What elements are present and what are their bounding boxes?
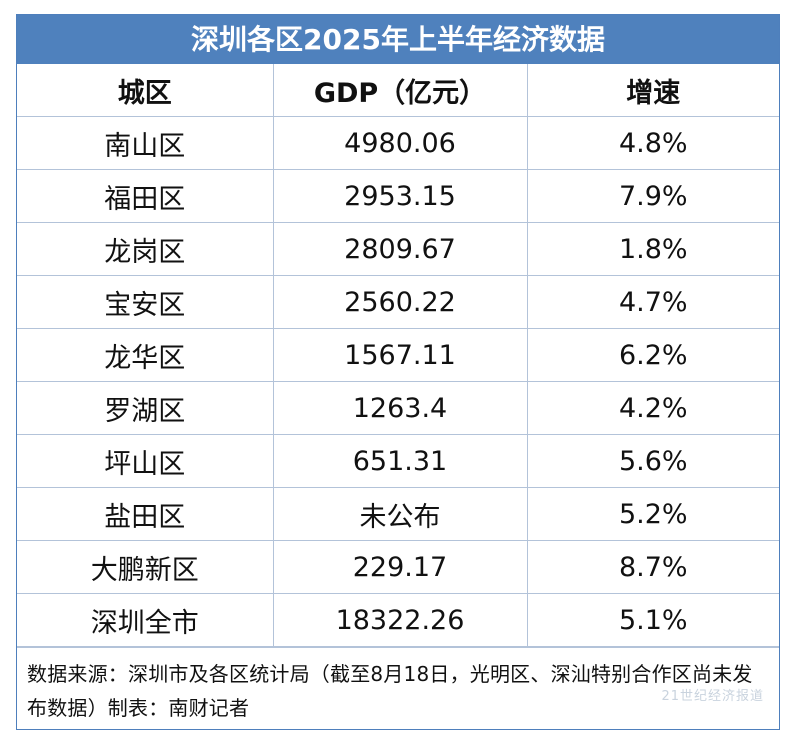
cell-gdp: 2560.22 (272, 275, 528, 329)
cell-growth: 4.8% (526, 116, 779, 170)
cell-district: 盐田区 (17, 487, 274, 541)
header-gdp: GDP（亿元） (272, 64, 528, 117)
cell-growth: 4.7% (526, 275, 779, 329)
gdp-table: 城区 GDP（亿元） 增速 南山区 4980.06 4.8% 福田区 2953.… (17, 64, 779, 647)
table-row: 龙岗区 2809.67 1.8% (17, 222, 779, 276)
table-row: 龙华区 1567.11 6.2% (17, 328, 779, 382)
header-district: 城区 (17, 64, 274, 117)
cell-district: 罗湖区 (17, 381, 274, 435)
table-row: 盐田区 未公布 5.2% (17, 487, 779, 541)
cell-district: 坪山区 (17, 434, 274, 488)
cell-district: 南山区 (17, 116, 274, 170)
cell-district: 龙华区 (17, 328, 274, 382)
table-row: 南山区 4980.06 4.8% (17, 116, 779, 170)
cell-growth: 8.7% (526, 540, 779, 594)
table-row: 罗湖区 1263.4 4.2% (17, 381, 779, 435)
cell-growth: 7.9% (526, 169, 779, 223)
cell-growth: 5.1% (526, 593, 779, 647)
header-growth: 增速 (526, 64, 779, 117)
cell-growth: 4.2% (526, 381, 779, 435)
cell-growth: 6.2% (526, 328, 779, 382)
table-row: 福田区 2953.15 7.9% (17, 169, 779, 223)
cell-gdp: 18322.26 (272, 593, 528, 647)
cell-gdp: 1263.4 (272, 381, 528, 435)
cell-gdp: 229.17 (272, 540, 528, 594)
cell-growth: 1.8% (526, 222, 779, 276)
cell-district: 深圳全市 (17, 593, 274, 647)
cell-gdp: 未公布 (272, 487, 528, 541)
header-row: 城区 GDP（亿元） 增速 (17, 64, 779, 117)
source-note: 数据来源：深圳市及各区统计局（截至8月18日，光明区、深汕特别合作区尚未发布数据… (17, 647, 779, 725)
cell-gdp: 2953.15 (272, 169, 528, 223)
data-table-frame: 深圳各区2025年上半年经济数据 城区 GDP（亿元） 增速 南山区 4980.… (16, 14, 780, 730)
cell-district: 大鹏新区 (17, 540, 274, 594)
cell-gdp: 4980.06 (272, 116, 528, 170)
table-row-total: 深圳全市 18322.26 5.1% (17, 593, 779, 647)
cell-district: 宝安区 (17, 275, 274, 329)
cell-growth: 5.2% (526, 487, 779, 541)
table-row: 大鹏新区 229.17 8.7% (17, 540, 779, 594)
cell-district: 龙岗区 (17, 222, 274, 276)
watermark-text: 21世纪经济报道 (661, 689, 764, 704)
cell-gdp: 2809.67 (272, 222, 528, 276)
cell-gdp: 1567.11 (272, 328, 528, 382)
cell-growth: 5.6% (526, 434, 779, 488)
cell-district: 福田区 (17, 169, 274, 223)
table-row: 坪山区 651.31 5.6% (17, 434, 779, 488)
table-title: 深圳各区2025年上半年经济数据 (17, 15, 779, 64)
cell-gdp: 651.31 (272, 434, 528, 488)
table-row: 宝安区 2560.22 4.7% (17, 275, 779, 329)
